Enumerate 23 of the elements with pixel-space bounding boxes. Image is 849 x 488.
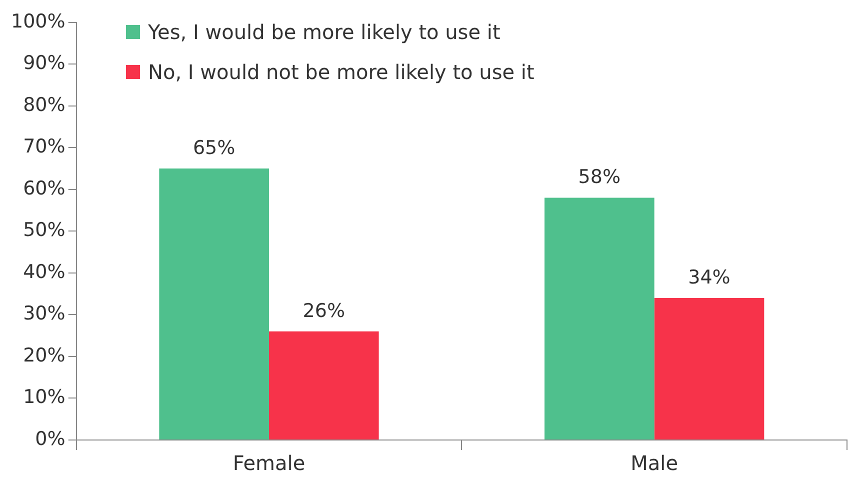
y-tick-label: 80% xyxy=(23,94,66,116)
data-label: 26% xyxy=(302,300,346,322)
y-tick-label: 70% xyxy=(23,136,66,158)
data-label: 34% xyxy=(688,266,730,288)
bar xyxy=(544,198,654,440)
y-tick-label: 30% xyxy=(23,302,66,325)
y-tick-label: 50% xyxy=(23,219,66,242)
y-tick-label: 100% xyxy=(10,10,66,32)
legend-label: Yes, I would be more likely to use it xyxy=(148,20,500,44)
bar xyxy=(159,168,269,440)
bar xyxy=(268,331,379,440)
data-label: 65% xyxy=(192,136,236,159)
y-tick-label: 0% xyxy=(35,428,66,450)
bar xyxy=(654,298,764,440)
y-tick-label: 60% xyxy=(23,177,66,200)
y-tick-label: 10% xyxy=(23,386,66,408)
x-tick-label: Female xyxy=(232,451,306,476)
legend-label: No, I would not be more likely to use it xyxy=(148,60,534,84)
y-tick-label: 40% xyxy=(23,260,66,283)
y-tick-label: 20% xyxy=(23,344,66,366)
x-tick-label: Male xyxy=(630,451,678,476)
data-label: 58% xyxy=(578,166,621,188)
y-tick-label: 90% xyxy=(23,52,66,74)
